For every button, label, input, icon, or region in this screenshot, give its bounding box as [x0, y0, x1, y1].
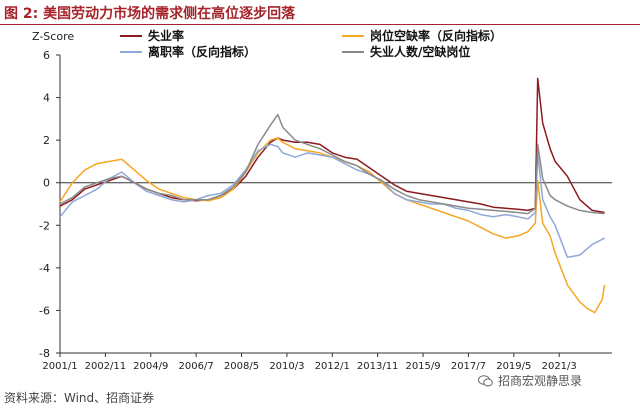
legend-label-1: 岗位空缺率（反向指标） — [370, 28, 502, 43]
series-line-0 — [59, 77, 605, 214]
x-tick-label-10: 2019/5 — [496, 361, 531, 372]
y-tick-label-5: 2 — [43, 134, 50, 147]
x-tick-label-11: 2021/3 — [542, 361, 577, 372]
watermark-text: 招商宏观静思录 — [498, 374, 583, 388]
series-line-1 — [59, 137, 606, 314]
legend: 失业率 岗位空缺率（反向指标） 离职率（反向指标） 失业人数/空缺岗位 — [120, 28, 502, 59]
legend-label-3: 失业人数/空缺岗位 — [370, 44, 470, 59]
y-tick-label-3: -2 — [39, 219, 50, 232]
x-tick-label-4: 2008/5 — [224, 361, 259, 372]
watermark: 招商宏观静思录 — [478, 372, 582, 389]
title-divider — [0, 24, 640, 25]
x-tick-label-6: 2012/1 — [315, 361, 350, 372]
x-tick-label-5: 2010/3 — [269, 361, 304, 372]
y-tick-label-4: 0 — [43, 177, 50, 190]
legend-label-2: 离职率（反向指标） — [148, 44, 256, 59]
series-line-3 — [59, 113, 605, 215]
y-axis-label: Z-Score — [32, 30, 74, 43]
x-tick-label-7: 2013/11 — [357, 361, 399, 372]
x-tick-label-0: 2001/1 — [42, 361, 77, 372]
y-tick-label-2: -4 — [39, 262, 50, 275]
series-line-2 — [59, 143, 605, 258]
x-tick-label-1: 2002/11 — [85, 361, 127, 372]
y-tick-label-6: 4 — [43, 92, 50, 105]
y-tick-label-7: 6 — [43, 49, 50, 62]
x-tick-label-2: 2004/9 — [133, 361, 168, 372]
x-tick-label-9: 2017/7 — [451, 361, 486, 372]
axes: -8 -6 -4 -2 0 2 4 6 2001/1 2002/11 2004/9 2006/7 200… — [39, 49, 612, 372]
wechat-icon — [478, 375, 493, 387]
x-tick-label-8: 2015/9 — [405, 361, 440, 372]
legend-label-0: 失业率 — [148, 28, 184, 43]
x-tick-label-3: 2006/7 — [179, 361, 214, 372]
y-tick-label-0: -8 — [39, 347, 50, 360]
figure-title: 图 2: 美国劳动力市场的需求侧在高位逐步回落 — [4, 6, 296, 22]
y-tick-label-1: -6 — [39, 304, 50, 317]
source-note: 资料来源：Wind、招商证券 — [4, 391, 155, 405]
series-lines — [59, 77, 606, 314]
